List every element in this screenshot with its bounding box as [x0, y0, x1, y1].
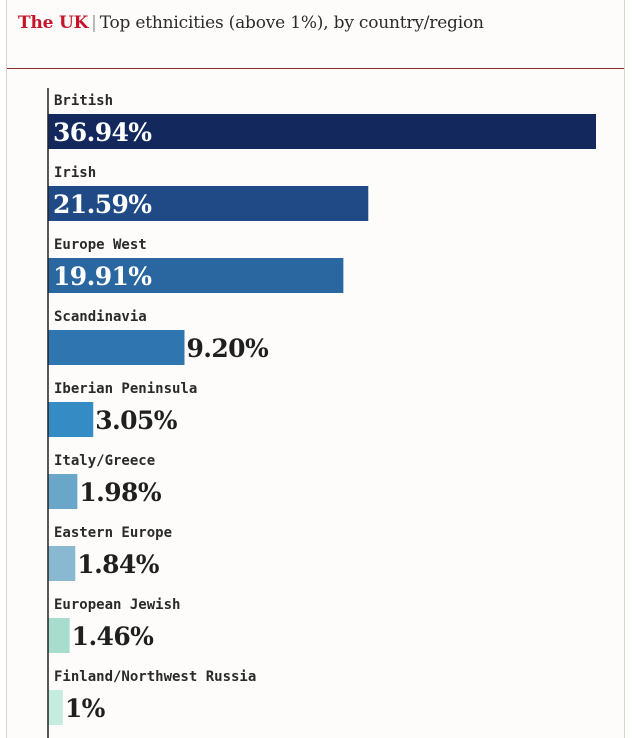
category-label: Eastern Europe — [54, 525, 172, 541]
bar — [48, 690, 63, 725]
title-separator: | — [91, 13, 97, 33]
bar — [48, 114, 596, 149]
category-label: European Jewish — [54, 597, 180, 613]
brand-label: The UK — [18, 13, 89, 33]
bar — [48, 546, 76, 581]
category-label: British — [54, 93, 113, 109]
bar — [48, 402, 94, 437]
category-label: Irish — [54, 165, 96, 181]
category-label: Italy/Greece — [54, 453, 155, 469]
value-label: 1.98% — [79, 478, 161, 507]
chart-header: The UK | Top ethnicities (above 1%), by co… — [7, 0, 624, 69]
value-label: 3.05% — [95, 406, 177, 435]
bar — [48, 618, 70, 653]
value-label: 36.94% — [53, 118, 152, 147]
value-label: 19.91% — [53, 262, 152, 291]
category-label: Europe West — [54, 237, 147, 253]
category-label: Iberian Peninsula — [54, 381, 197, 397]
value-label: 21.59% — [53, 190, 152, 219]
value-label: 1.46% — [72, 622, 154, 651]
bar — [48, 186, 369, 221]
title-text: Top ethnicities (above 1%), by country/r… — [99, 13, 484, 33]
category-label: Scandinavia — [54, 309, 147, 325]
bar — [48, 330, 185, 365]
category-label: Finland/Northwest Russia — [54, 669, 256, 685]
bar — [48, 474, 78, 509]
value-label: 9.20% — [186, 334, 268, 363]
chart-title: The UK | Top ethnicities (above 1%), by co… — [18, 13, 484, 33]
bar — [48, 258, 344, 293]
value-label: 1.84% — [77, 550, 159, 579]
value-label: 1% — [65, 694, 106, 723]
